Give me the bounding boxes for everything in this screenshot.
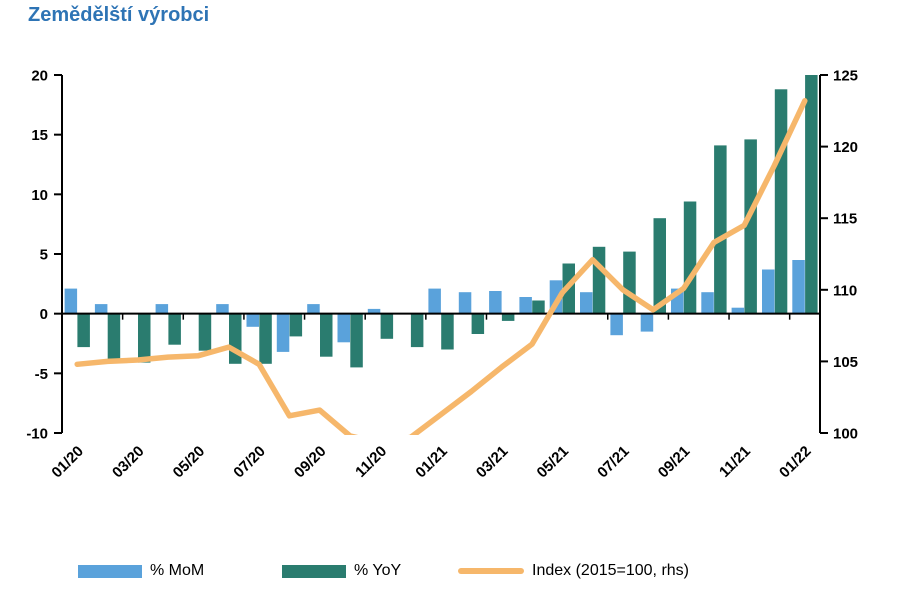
- mom-bar-01/22: [792, 260, 805, 314]
- right-tick-125: 125: [833, 68, 858, 85]
- yoy-bar-08/20: [289, 313, 303, 337]
- yoy-bar-07/20: [259, 313, 272, 364]
- mom-bar-08/20: [276, 313, 290, 352]
- bars-mom: [64, 260, 805, 352]
- yoy-bar-02/20: [107, 313, 121, 361]
- x-tick-05/21: 05/21: [534, 443, 573, 482]
- right-tick-110: 110: [833, 282, 857, 299]
- x-tick-03/21: 03/21: [473, 443, 512, 482]
- chart-title: Zemědělští výrobci: [28, 4, 210, 26]
- left-tick-15: 15: [31, 127, 48, 144]
- yoy-bar-04/20: [168, 313, 181, 345]
- yoy-bar-swatch: [282, 564, 346, 578]
- mom-bar-04/20: [155, 304, 169, 314]
- mom-bar-01/21: [428, 288, 441, 314]
- legend-item-yoy: % YoY: [282, 562, 401, 580]
- x-tick-09/20: 09/20: [291, 443, 330, 482]
- chart-legend: % MoM % YoY Index (2015=100, rhs): [0, 556, 902, 590]
- x-tick-07/21: 07/21: [594, 443, 633, 482]
- mom-bar-11/20: [367, 308, 381, 314]
- yoy-bar-02/21: [471, 313, 485, 334]
- mom-bar-07/20: [246, 313, 259, 327]
- legend-label-yoy: % YoY: [354, 562, 402, 579]
- yoy-bar-01/22: [805, 75, 818, 314]
- mom-bar-08/21: [640, 313, 654, 332]
- x-tick-07/20: 07/20: [230, 443, 269, 482]
- left-tick-5: 5: [40, 247, 48, 264]
- mom-bar-01/20: [64, 288, 78, 314]
- left-tick-0: 0: [40, 306, 48, 323]
- x-tick-09/21: 09/21: [655, 443, 694, 482]
- x-tick-11/20: 11/20: [352, 443, 390, 481]
- mom-bar-03/21: [489, 291, 502, 314]
- mom-bar-02/20: [94, 304, 108, 314]
- legend-item-index: Index (2015=100, rhs): [458, 562, 689, 580]
- left-tick--10: -10: [26, 426, 48, 443]
- mom-bar-12/21: [762, 269, 775, 314]
- mom-bar-11/21: [731, 307, 745, 314]
- yoy-bar-11/21: [744, 139, 757, 314]
- yoy-bar-09/20: [320, 313, 333, 357]
- left-tick-10: 10: [31, 187, 48, 204]
- yoy-bar-08/21: [653, 218, 666, 314]
- yoy-bar-01/20: [77, 313, 90, 348]
- yoy-bar-03/21: [501, 313, 515, 321]
- mom-bar-swatch: [78, 564, 142, 578]
- bars-yoy: [77, 75, 818, 368]
- right-tick-115: 115: [833, 211, 857, 228]
- mom-bar-02/21: [458, 292, 472, 314]
- yoy-bar-11/20: [380, 313, 394, 339]
- x-tick-11/21: 11/21: [716, 443, 754, 481]
- yoy-bar-09/21: [683, 201, 697, 314]
- yoy-bar-06/21: [592, 246, 606, 314]
- mom-bar-07/21: [610, 313, 623, 336]
- x-tick-05/20: 05/20: [170, 443, 209, 482]
- yoy-bar-10/20: [350, 313, 363, 368]
- mom-bar-04/21: [519, 297, 532, 314]
- x-tick-03/20: 03/20: [109, 443, 148, 482]
- yoy-bar-12/20: [410, 313, 424, 348]
- mom-bar-10/20: [337, 313, 350, 343]
- yoy-bar-07/21: [623, 251, 636, 314]
- index-line: [74, 98, 808, 435]
- right-tick-120: 120: [833, 139, 858, 156]
- yoy-bar-03/20: [138, 313, 151, 363]
- left-tick-20: 20: [31, 68, 48, 85]
- axes: [54, 74, 828, 434]
- legend-item-mom: % MoM: [78, 562, 204, 580]
- x-tick-01/21: 01/21: [412, 443, 451, 482]
- right-tick-100: 100: [833, 426, 858, 443]
- yoy-bar-12/21: [774, 89, 788, 314]
- yoy-bar-10/21: [714, 145, 727, 314]
- right-tick-105: 105: [833, 354, 858, 371]
- mom-bar-10/21: [701, 292, 714, 314]
- mom-bar-06/21: [580, 292, 593, 314]
- yoy-bar-05/20: [198, 313, 212, 351]
- yoy-bar-01/21: [441, 313, 454, 350]
- mom-bar-06/20: [216, 304, 229, 314]
- legend-label-mom: % MoM: [150, 562, 205, 579]
- legend-label-index: Index (2015=100, rhs): [532, 562, 689, 579]
- mom-bar-09/20: [307, 304, 320, 314]
- yoy-bar-04/21: [532, 300, 545, 314]
- left-tick--5: -5: [35, 366, 48, 383]
- x-tick-01/20: 01/20: [48, 443, 87, 482]
- index-line-swatch: [458, 568, 524, 574]
- x-tick-01/22: 01/22: [776, 443, 815, 482]
